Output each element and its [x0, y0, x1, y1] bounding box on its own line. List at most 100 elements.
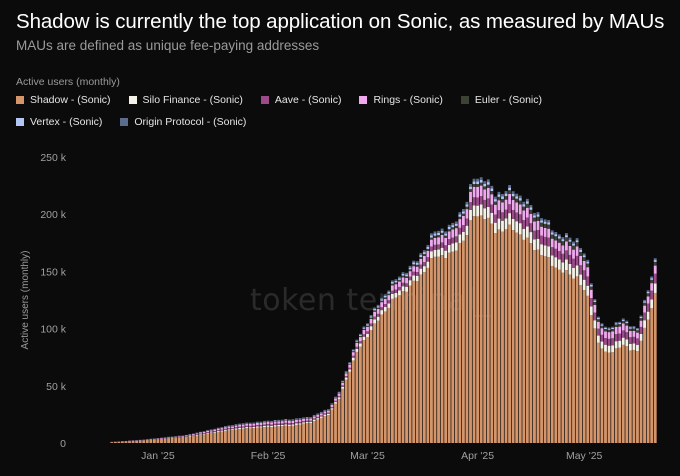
- bar-segment: [458, 234, 462, 244]
- bar-segment: [327, 410, 330, 413]
- bar-segment: [614, 322, 618, 324]
- bar-segment: [383, 298, 387, 305]
- legend-item[interactable]: Silo Finance - (Sonic): [128, 93, 243, 106]
- legend-item[interactable]: Rings - (Sonic): [359, 93, 443, 106]
- bar-segment: [568, 263, 572, 275]
- bar-segment: [408, 276, 412, 281]
- bar-segment: [632, 343, 636, 350]
- bar-segment: [376, 308, 380, 314]
- legend-label: Silo Finance - (Sonic): [142, 93, 243, 106]
- legend-item[interactable]: Euler - (Sonic): [460, 93, 542, 106]
- bar-segment: [454, 223, 458, 226]
- legend-item[interactable]: Aave - (Sonic): [260, 93, 341, 106]
- bar-segment: [497, 196, 501, 201]
- bar-segment: [444, 245, 448, 251]
- bar-segment: [618, 324, 622, 327]
- bar-segment: [515, 232, 519, 443]
- bar-segment: [650, 283, 654, 291]
- bar-segment: [199, 434, 202, 435]
- bar-segment: [575, 265, 579, 277]
- bar-segment: [383, 311, 387, 443]
- bar-segment: [501, 193, 504, 197]
- bar-segment: [490, 223, 494, 443]
- bar-segment: [120, 441, 124, 443]
- bar-segment: [518, 195, 522, 199]
- bar-segment: [586, 267, 590, 277]
- bar-segment: [280, 421, 284, 424]
- bar-segment: [529, 213, 533, 224]
- bar-segment: [561, 241, 565, 246]
- bar-segment: [248, 428, 252, 443]
- bar-segment: [508, 190, 512, 194]
- bar-segment: [298, 424, 302, 443]
- bar-segment: [351, 350, 355, 352]
- bar-segment: [295, 424, 298, 443]
- bar-segment: [522, 228, 526, 240]
- bar-segment: [184, 437, 188, 443]
- bar-segment: [611, 345, 615, 353]
- bar-segment: [444, 258, 448, 443]
- bar-segment: [554, 267, 558, 443]
- bar-segment: [369, 329, 373, 443]
- bar-segment: [426, 248, 430, 251]
- legend-item[interactable]: Vertex - (Sonic): [16, 115, 102, 128]
- bar-segment: [497, 191, 501, 195]
- bar-segment: [408, 285, 412, 443]
- bar-segment: [632, 336, 636, 344]
- bar-segment: [575, 255, 579, 266]
- bar-segment: [476, 205, 480, 217]
- bar-segment: [341, 381, 345, 383]
- bar-segment: [501, 202, 504, 213]
- bar-segment: [604, 338, 607, 345]
- bar-segment: [255, 422, 259, 426]
- bar-segment: [511, 210, 515, 219]
- bar-segment: [394, 282, 398, 285]
- bar-segment: [330, 403, 334, 405]
- bar-segment: [316, 418, 320, 420]
- legend-item[interactable]: Shadow - (Sonic): [16, 93, 111, 106]
- bar-segment: [646, 319, 650, 443]
- bar-segment: [220, 429, 224, 431]
- bar-segment: [550, 232, 554, 235]
- bar-segment: [422, 255, 426, 262]
- bar-segment: [628, 326, 632, 328]
- bar-segment: [582, 279, 586, 291]
- bar-segment: [508, 187, 512, 191]
- bar-segment: [554, 232, 558, 235]
- bar-segment: [312, 419, 316, 421]
- bar-segment: [422, 250, 426, 253]
- bar-segment: [579, 265, 583, 275]
- bar-segment: [376, 307, 380, 309]
- bar-segment: [373, 309, 377, 311]
- bar-segment: [572, 249, 575, 259]
- bar-segment: [625, 332, 629, 340]
- bar-segment: [604, 329, 607, 332]
- bar-segment: [547, 220, 551, 223]
- bar-segment: [206, 432, 210, 433]
- bar-segment: [305, 423, 309, 443]
- bar-segment: [572, 245, 575, 250]
- bar-segment: [344, 377, 348, 380]
- bar-segment: [334, 397, 337, 398]
- bar-segment: [387, 290, 391, 293]
- legend-swatch: [460, 95, 469, 104]
- bar-segment: [632, 327, 636, 329]
- bar-segment: [497, 200, 501, 211]
- bar-segment: [383, 306, 387, 312]
- bar-segment: [508, 204, 512, 214]
- bar-segment: [447, 224, 451, 227]
- bar-segment: [440, 242, 444, 248]
- bar-segment: [380, 302, 384, 308]
- bar-segment: [415, 281, 419, 443]
- bar-segment: [419, 256, 423, 259]
- legend-item[interactable]: Origin Protocol - (Sonic): [120, 115, 246, 128]
- bar-segment: [415, 266, 419, 273]
- bar-segment: [273, 425, 277, 427]
- bar-segment: [255, 425, 259, 427]
- bar-segment: [497, 229, 501, 443]
- bar-segment: [472, 197, 476, 206]
- bar-segment: [476, 181, 480, 185]
- bar-segment: [227, 430, 231, 443]
- bar-segment: [554, 248, 558, 258]
